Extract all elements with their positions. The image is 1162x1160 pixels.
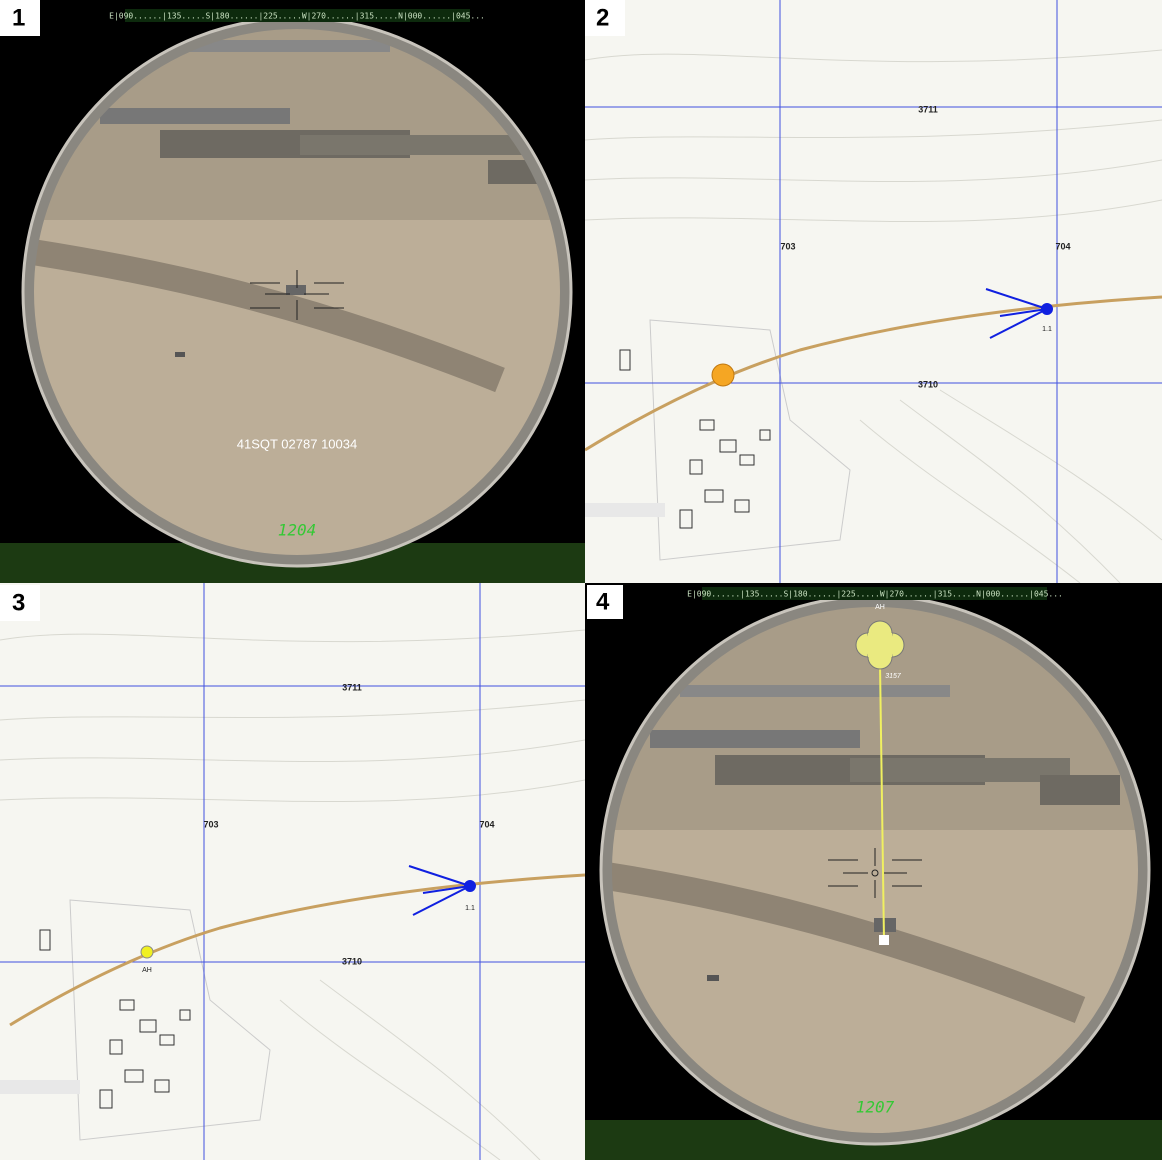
- grid-label: 3710: [918, 379, 938, 389]
- target-line: [879, 664, 885, 941]
- target-id: 3157: [885, 673, 902, 680]
- grid-label: 703: [780, 241, 795, 251]
- range: 1204: [278, 521, 317, 540]
- map-tab: [585, 503, 665, 517]
- grid-label: 3711: [918, 104, 938, 114]
- grid-label: 703: [203, 819, 218, 829]
- map-background: [585, 0, 1162, 583]
- panel-number: 4: [596, 588, 610, 615]
- panel-label-box: [0, 585, 40, 621]
- buildings: [39, 929, 191, 1109]
- grid-lines: [0, 583, 585, 1160]
- panel-label-box: [587, 585, 623, 619]
- grid-reference: 41SQT 02787 10034: [237, 436, 357, 451]
- grid-label: 3711: [342, 682, 362, 692]
- panel-3: 3711 703 704 3710 AH 1.1 3: [0, 583, 585, 1160]
- town-outline: [69, 899, 271, 1141]
- map-tab: [0, 1080, 80, 1094]
- target-label: AH: [142, 967, 152, 974]
- map-background: [0, 583, 585, 1160]
- target-symbol: [855, 620, 905, 670]
- panel-number: 3: [12, 589, 25, 616]
- panel-label-box: [0, 0, 40, 36]
- contours: [585, 49, 1162, 583]
- compass-bar: [702, 587, 1047, 600]
- town-outline: [649, 319, 851, 561]
- compass: E|090......|135.....S|180......|225.....…: [687, 590, 1063, 599]
- buildings: [619, 349, 771, 529]
- target-label: AH: [875, 604, 885, 611]
- scope-ring: [602, 597, 1148, 1143]
- target-marker: [140, 945, 154, 959]
- panel-number: 2: [596, 4, 609, 31]
- compass-bar: [125, 9, 470, 22]
- scope-ring: [24, 19, 570, 565]
- target-point: [879, 935, 889, 945]
- marker-label: 1.1: [1042, 326, 1052, 333]
- grid-lines: [585, 0, 1162, 583]
- panel-2: 3711 703 704 3710 1.1 2: [585, 0, 1162, 583]
- grid-label: 704: [479, 819, 494, 829]
- grid-label: 704: [1055, 241, 1070, 251]
- marker-label: 1.1: [465, 905, 475, 912]
- target-marker: [711, 363, 735, 387]
- panel-1: E|090......|135.....S|180......|225.....…: [0, 0, 585, 583]
- compass: E|090......|135.....S|180......|225.....…: [109, 12, 485, 21]
- range: 1207: [856, 1098, 895, 1117]
- crosshair: [828, 848, 922, 898]
- panel-label-box: [585, 0, 625, 36]
- contours: [0, 629, 585, 1160]
- grid-label: 3710: [342, 956, 362, 966]
- crosshair: [250, 270, 344, 320]
- panel-4: AH 3157 E|090......|135.....S|180......|…: [585, 583, 1162, 1160]
- panel-number: 1: [12, 4, 25, 31]
- aircraft-marker: [985, 288, 1053, 339]
- aircraft-marker: [408, 865, 476, 916]
